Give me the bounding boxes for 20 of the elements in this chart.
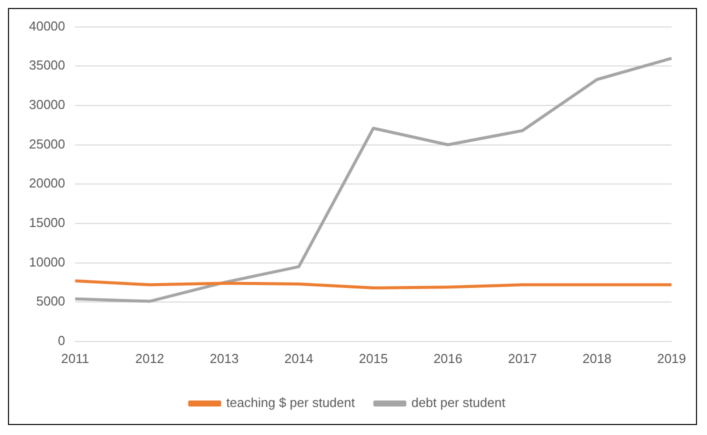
y-tick-label: 10000 xyxy=(28,254,66,270)
x-tick-label: 2012 xyxy=(135,350,164,366)
y-tick-label: 30000 xyxy=(28,97,66,112)
x-tick-label: 2015 xyxy=(358,350,388,366)
y-tick-label: 0 xyxy=(58,332,66,348)
legend-label: debt per student xyxy=(411,395,506,410)
x-tick-label: 2014 xyxy=(284,350,314,366)
x-tick-label: 2011 xyxy=(61,350,90,366)
y-tick-label: 25000 xyxy=(28,136,66,152)
x-tick-label: 2013 xyxy=(210,350,239,366)
x-tick-label: 2016 xyxy=(433,350,462,366)
y-tick-label: 35000 xyxy=(28,58,66,73)
legend-label: teaching $ per student xyxy=(226,395,356,410)
x-tick-label: 2017 xyxy=(508,350,537,366)
y-tick-label: 15000 xyxy=(28,215,66,230)
x-tick-label: 2019 xyxy=(657,350,686,366)
y-tick-label: 20000 xyxy=(28,176,66,191)
x-tick-label: 2018 xyxy=(582,350,612,366)
y-tick-label: 40000 xyxy=(28,18,66,34)
y-tick-label: 5000 xyxy=(36,294,66,309)
